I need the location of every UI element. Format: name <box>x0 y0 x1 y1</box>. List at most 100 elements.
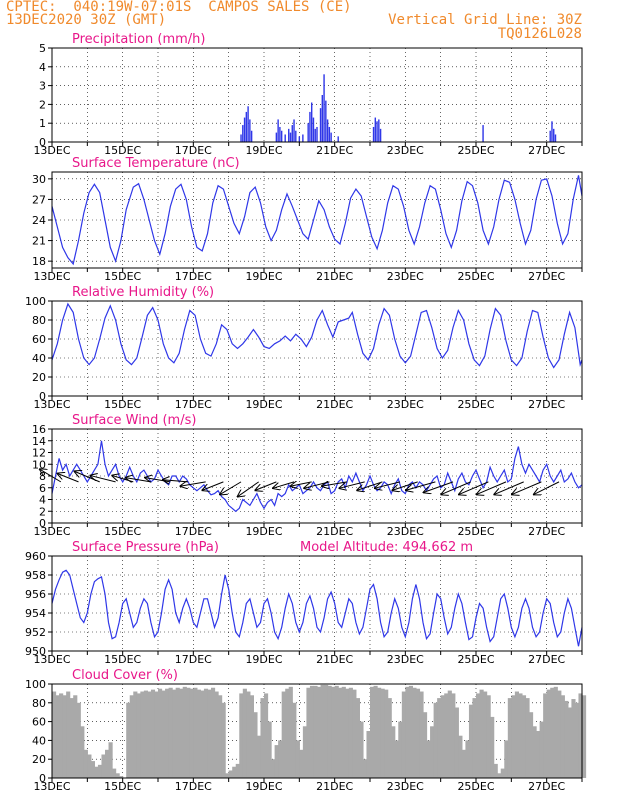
y-tick-label: 954 <box>25 607 46 620</box>
temperature-panel: 18 21 24 27 30 13DEC 15DEC 17DEC 19DEC 21DEC 23DEC… <box>32 156 583 283</box>
x-tick-label: 23DEC <box>387 525 424 538</box>
pressure-line <box>51 569 583 647</box>
x-tick-label: 23DEC <box>387 780 424 793</box>
cloud-bar <box>207 689 212 778</box>
precip-bar <box>295 130 297 142</box>
cloud-bar <box>525 698 530 778</box>
y-tick-label: 956 <box>25 588 46 601</box>
cloud-bar <box>447 690 452 778</box>
cloud-bar <box>260 698 265 778</box>
cloud-bar <box>461 749 466 778</box>
x-tick-label: 21DEC <box>316 270 353 283</box>
x-tick-label: 19DEC <box>245 780 282 793</box>
cloud-bar <box>348 687 353 778</box>
cloud-bar <box>341 686 346 778</box>
cloud-bar <box>150 689 156 778</box>
precip-bar <box>378 119 380 142</box>
cloud-bar <box>536 731 541 778</box>
precip-bar <box>288 128 290 142</box>
cloud-bar <box>196 689 201 778</box>
cloud-bar <box>256 735 262 778</box>
cloud-bar <box>486 695 491 778</box>
temperature-line <box>51 175 583 266</box>
cloud-bar <box>267 721 272 778</box>
x-tick-label: 23DEC <box>387 398 424 411</box>
temperature-title: Surface Temperature (nC) <box>72 156 240 171</box>
cloud-bar <box>532 726 537 778</box>
x-tick-label: 27DEC <box>528 270 565 283</box>
x-tick-label: 25DEC <box>457 525 494 538</box>
x-tick-label: 21DEC <box>316 525 353 538</box>
wind-vector <box>494 481 524 495</box>
cloud-bar <box>574 702 580 778</box>
cloud-bar <box>281 691 286 778</box>
precip-bar <box>316 126 318 142</box>
cloud-bar <box>235 763 240 778</box>
wind-vector <box>534 481 560 495</box>
y-tick-label: 0 <box>39 772 46 785</box>
precip-bar <box>379 128 382 142</box>
cloud-bar <box>394 740 399 778</box>
cloud-bar <box>189 688 194 778</box>
cloud-bar <box>483 691 488 778</box>
precip-bar <box>280 130 283 142</box>
cloud-bar <box>203 688 209 778</box>
cloud-bar <box>278 740 283 778</box>
cloud-bar <box>493 763 498 778</box>
x-tick-label: 25DEC <box>457 653 494 666</box>
cloud-bar <box>83 749 88 778</box>
cloud-bar <box>564 700 569 778</box>
cloud-bar <box>253 712 258 778</box>
cloud-bar <box>362 759 368 778</box>
wind-vector <box>375 481 401 488</box>
x-tick-label: 23DEC <box>387 653 424 666</box>
cloud-bar <box>101 754 106 778</box>
wind-vector <box>459 481 489 495</box>
cloud-bar <box>507 698 512 778</box>
x-tick-label: 21DEC <box>316 653 353 666</box>
cloud-cover-title: Cloud Cover (%) <box>72 668 178 683</box>
cloud-bar <box>112 768 117 778</box>
cloud-bar <box>514 691 519 778</box>
wind-vector <box>406 481 436 490</box>
cloud-bar <box>366 731 371 778</box>
humidity-panel: 0 20 40 60 80 100 13DEC 15DEC 17DEC 19DEC 21DEC 23D… <box>25 285 583 411</box>
cloud-bar <box>384 689 389 778</box>
wind-vector <box>238 481 259 497</box>
x-tick-label: 19DEC <box>245 653 282 666</box>
wind-vector <box>424 481 454 493</box>
wind-vector <box>512 481 542 495</box>
cloud-bar <box>454 707 459 778</box>
cloud-bar <box>249 695 254 778</box>
cloud-bar <box>412 687 417 778</box>
cloud-bar <box>327 685 332 778</box>
cloud-bar <box>271 759 276 778</box>
cloud-bar <box>126 702 131 778</box>
x-tick-label: 17DEC <box>175 653 212 666</box>
y-tick-label: 2 <box>39 98 46 111</box>
x-tick-label: 13DEC <box>33 398 70 411</box>
y-tick-label: 27 <box>32 193 46 206</box>
precip-bar <box>372 126 375 142</box>
x-tick-label: 25DEC <box>457 780 494 793</box>
cloud-bar <box>550 687 555 778</box>
cloud-bar <box>105 749 110 778</box>
cloud-bar <box>370 686 375 778</box>
cloud-bar <box>373 685 378 778</box>
x-tick-label: 15DEC <box>104 144 141 157</box>
cloud-bar <box>518 693 523 778</box>
precip-bar <box>242 125 244 142</box>
precip-bar <box>309 111 311 142</box>
cloud-bar <box>165 688 170 778</box>
x-tick-label: 13DEC <box>33 270 70 283</box>
x-tick-label: 15DEC <box>104 780 141 793</box>
cloud-bar <box>539 721 544 778</box>
y-tick-label: 20 <box>32 371 46 384</box>
x-tick-label: 13DEC <box>33 653 70 666</box>
cloud-bar <box>500 768 505 778</box>
cloud-bar <box>423 712 428 778</box>
cloud-bar <box>377 687 382 778</box>
y-tick-label: 40 <box>32 352 46 365</box>
cloud-bar <box>578 693 583 778</box>
wind-vector <box>340 481 365 488</box>
